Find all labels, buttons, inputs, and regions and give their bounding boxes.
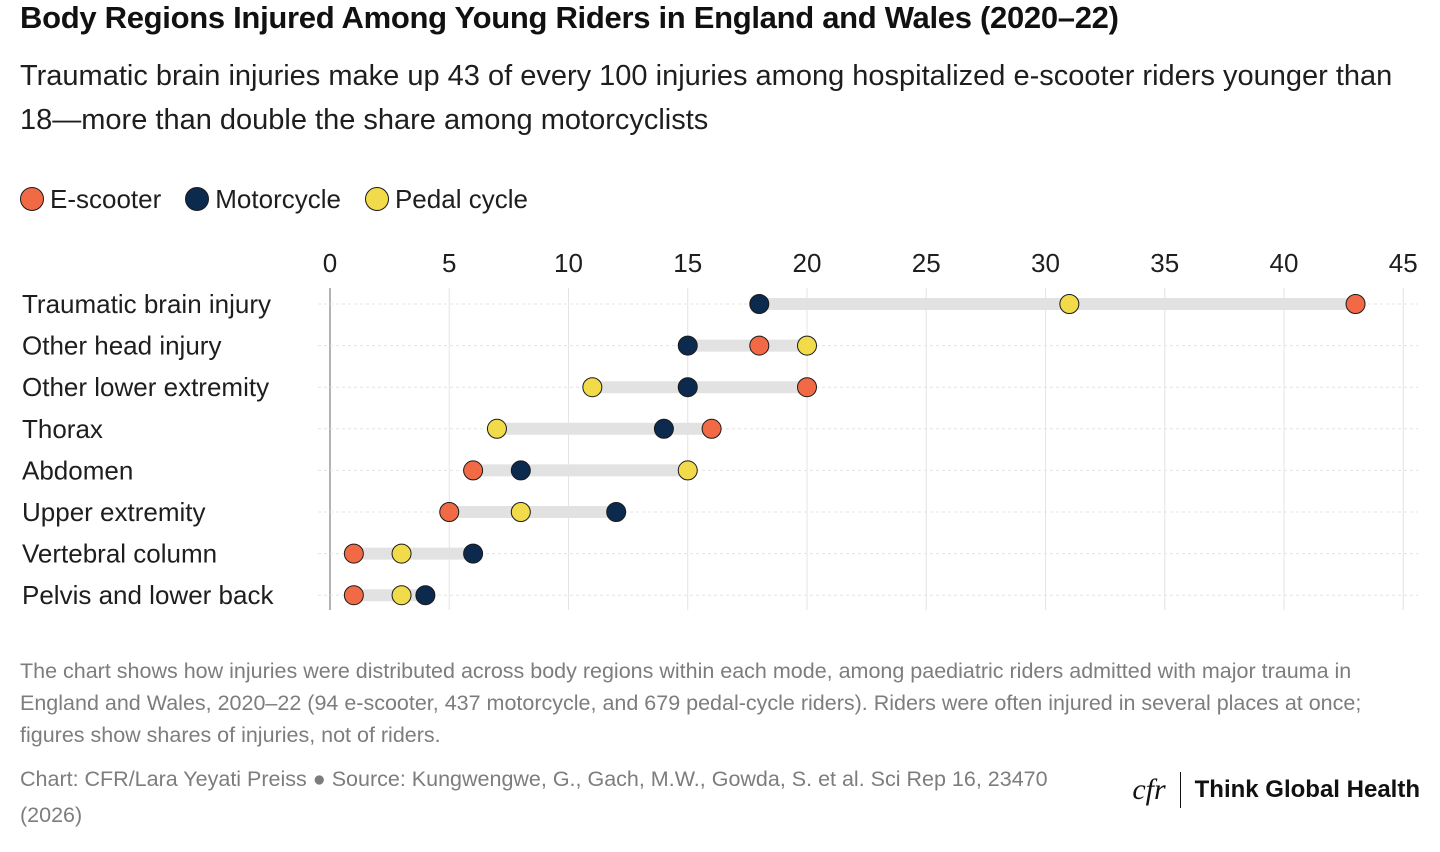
brand-name: Think Global Health [1194,776,1420,803]
cfr-logo: cfr [1132,772,1181,808]
point-e-scooter-pelvis-and-lower-back [343,585,364,606]
point-e-scooter-upper-extremity [439,502,460,522]
legend: E-scooter Motorcycle Pedal cycle [20,182,552,216]
chart-title: Body Regions Injured Among Young Riders … [20,0,1119,35]
legend-label-pedal-cycle: Pedal cycle [394,183,528,214]
category-label-thorax: Thorax [22,414,103,444]
dot-range-chart: 0 5 10 15 20 25 30 35 40 45 Traumatic brain injur… [22,248,1418,610]
legend-swatch-pedal-cycle [364,187,389,211]
legend-item-pedal-cycle: Pedal cycle [364,183,528,215]
legend-item-e-scooter: E-scooter [20,184,161,215]
point-e-scooter-abdomen [463,460,484,481]
point-e-scooter-other-head-injury [749,335,770,356]
point-pedal-cycle-traumatic-brain-injury [1059,294,1080,314]
point-motorcycle-upper-extremity [606,502,627,522]
x-tick-label: 5 [442,248,456,278]
legend-label-motorcycle: Motorcycle [215,183,341,214]
point-motorcycle-traumatic-brain-injury [749,294,770,314]
x-tick-label: 0 [323,248,337,278]
chart-note: The chart shows how injuries were distri… [20,659,1362,747]
legend-swatch-e-scooter [20,187,44,211]
point-motorcycle-thorax [653,418,674,439]
legend-swatch-motorcycle [185,187,210,211]
category-label-traumatic-brain-injury: Traumatic brain injury [22,289,271,319]
x-tick-label: 40 [1270,248,1299,278]
x-tick-label: 45 [1389,248,1418,278]
point-pedal-cycle-other-lower-extremity [582,377,603,398]
point-pedal-cycle-abdomen [677,460,698,481]
category-label-abdomen: Abdomen [22,455,133,485]
x-tick-label: 35 [1150,248,1179,278]
point-e-scooter-thorax [701,418,722,439]
point-pedal-cycle-thorax [486,418,507,439]
point-motorcycle-pelvis-and-lower-back [415,585,436,606]
x-tick-label: 30 [1031,248,1060,278]
point-pedal-cycle-pelvis-and-lower-back [391,585,412,606]
legend-label-e-scooter: E-scooter [50,183,162,214]
x-tick-label: 15 [673,248,702,278]
category-label-other-lower-extremity: Other lower extremity [22,372,269,402]
point-motorcycle-abdomen [510,460,531,481]
point-e-scooter-other-lower-extremity [797,377,817,398]
grid-layer [318,288,1418,610]
category-labels: Traumatic brain injury Other head injury O… [22,289,274,610]
x-tick-label: 25 [912,248,941,278]
point-motorcycle-vertebral-column [463,543,484,564]
category-label-upper-extremity: Upper extremity [22,497,206,527]
point-pedal-cycle-vertebral-column [391,543,412,564]
point-motorcycle-other-head-injury [677,335,698,356]
category-label-other-head-injury: Other head injury [22,331,221,361]
chart-subtitle: Traumatic brain injuries make up 43 of e… [20,60,1393,136]
point-pedal-cycle-other-head-injury [797,335,817,356]
x-tick-labels: 0 5 10 15 20 25 30 35 40 45 [323,248,1418,278]
brand-lockup: cfr Think Global Health [1132,770,1420,810]
x-tick-label: 10 [554,248,583,278]
range-bars [347,298,1362,602]
point-pedal-cycle-upper-extremity [510,502,531,522]
category-label-pelvis-and-lower-back: Pelvis and lower back [22,580,274,610]
legend-item-motorcycle: Motorcycle [185,184,341,215]
data-points [343,294,1366,606]
chart-source: Chart: CFR/Lara Yeyati Preiss ● Source: … [20,767,1048,827]
point-motorcycle-other-lower-extremity [677,377,698,398]
point-e-scooter-traumatic-brain-injury [1345,294,1366,314]
category-label-vertebral-column: Vertebral column [22,539,217,569]
x-tick-label: 20 [793,248,822,278]
point-e-scooter-vertebral-column [343,543,364,564]
